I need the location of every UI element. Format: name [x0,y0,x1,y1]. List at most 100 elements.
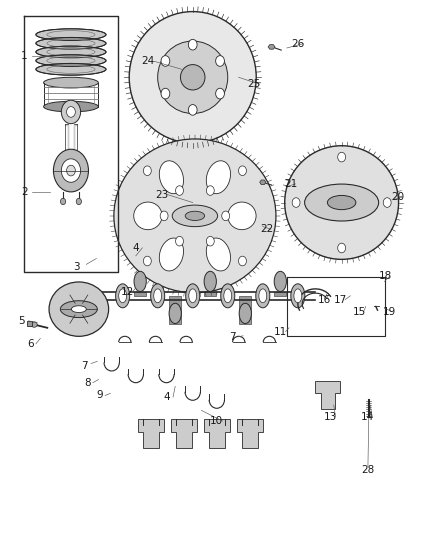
Ellipse shape [221,284,235,308]
Polygon shape [274,292,286,296]
Circle shape [67,107,75,117]
Text: 4: 4 [132,243,139,253]
Ellipse shape [274,271,286,292]
Ellipse shape [36,46,106,58]
Circle shape [161,55,170,66]
Ellipse shape [224,289,232,303]
Text: 6: 6 [27,339,34,349]
Ellipse shape [119,289,127,303]
Polygon shape [169,296,181,324]
Ellipse shape [71,306,86,312]
Circle shape [215,55,224,66]
Circle shape [188,39,197,50]
Ellipse shape [129,12,256,143]
Text: 3: 3 [73,262,80,271]
Circle shape [239,166,247,175]
Ellipse shape [134,271,146,292]
Ellipse shape [189,289,197,303]
Ellipse shape [44,101,99,112]
Ellipse shape [256,284,270,308]
Ellipse shape [158,41,228,114]
Polygon shape [204,292,216,296]
Text: 22: 22 [261,224,274,234]
Ellipse shape [49,282,109,336]
Circle shape [76,198,81,205]
Circle shape [61,159,81,182]
Circle shape [239,256,247,266]
Text: 16: 16 [318,295,331,304]
Circle shape [188,104,197,115]
Text: 20: 20 [391,192,404,202]
Polygon shape [237,419,263,448]
Text: 21: 21 [285,179,298,189]
Circle shape [176,236,184,246]
Ellipse shape [134,202,162,230]
Circle shape [292,198,300,207]
Circle shape [160,211,168,221]
Ellipse shape [36,55,106,67]
Polygon shape [315,381,340,409]
Ellipse shape [259,289,267,303]
Polygon shape [27,321,32,326]
Ellipse shape [285,146,399,260]
Circle shape [222,211,230,221]
Circle shape [383,198,391,207]
Circle shape [161,88,170,99]
Polygon shape [134,292,146,296]
Ellipse shape [159,161,184,193]
Text: 9: 9 [96,391,103,400]
Ellipse shape [228,202,256,230]
Text: 18: 18 [379,271,392,281]
Text: 12: 12 [120,287,134,297]
Ellipse shape [169,303,181,324]
Text: 13: 13 [324,412,337,422]
Text: 28: 28 [361,465,374,475]
Circle shape [215,88,224,99]
Text: 5: 5 [18,316,25,326]
Ellipse shape [60,301,97,318]
Text: 1: 1 [21,51,28,61]
Ellipse shape [327,196,356,209]
Circle shape [143,166,151,175]
Ellipse shape [180,64,205,90]
Text: 7: 7 [81,361,88,371]
Polygon shape [260,180,266,184]
Ellipse shape [151,284,165,308]
Circle shape [176,186,184,196]
Ellipse shape [116,284,130,308]
Text: 26: 26 [291,39,304,49]
Polygon shape [65,124,77,152]
Ellipse shape [185,211,205,221]
Circle shape [67,165,75,176]
Ellipse shape [291,284,305,308]
Ellipse shape [31,322,37,327]
Ellipse shape [186,284,200,308]
Circle shape [53,149,88,192]
Ellipse shape [114,139,276,293]
Circle shape [206,236,214,246]
Ellipse shape [44,77,99,88]
Ellipse shape [204,271,216,292]
Ellipse shape [294,289,302,303]
Text: 17: 17 [334,295,347,304]
Text: 19: 19 [382,307,396,317]
Polygon shape [204,419,230,448]
Ellipse shape [154,289,162,303]
Ellipse shape [206,238,230,271]
Text: 14: 14 [361,412,374,422]
Polygon shape [138,419,164,448]
Ellipse shape [304,184,378,221]
Ellipse shape [172,205,218,227]
Polygon shape [268,45,275,49]
Circle shape [60,198,66,205]
Ellipse shape [36,29,106,41]
Text: 23: 23 [155,190,169,199]
Circle shape [61,100,81,124]
Ellipse shape [159,238,184,271]
Text: 11: 11 [274,327,287,336]
Circle shape [206,186,214,196]
Ellipse shape [239,303,251,324]
Polygon shape [239,296,251,324]
Polygon shape [171,419,197,448]
Text: 4: 4 [163,392,170,402]
